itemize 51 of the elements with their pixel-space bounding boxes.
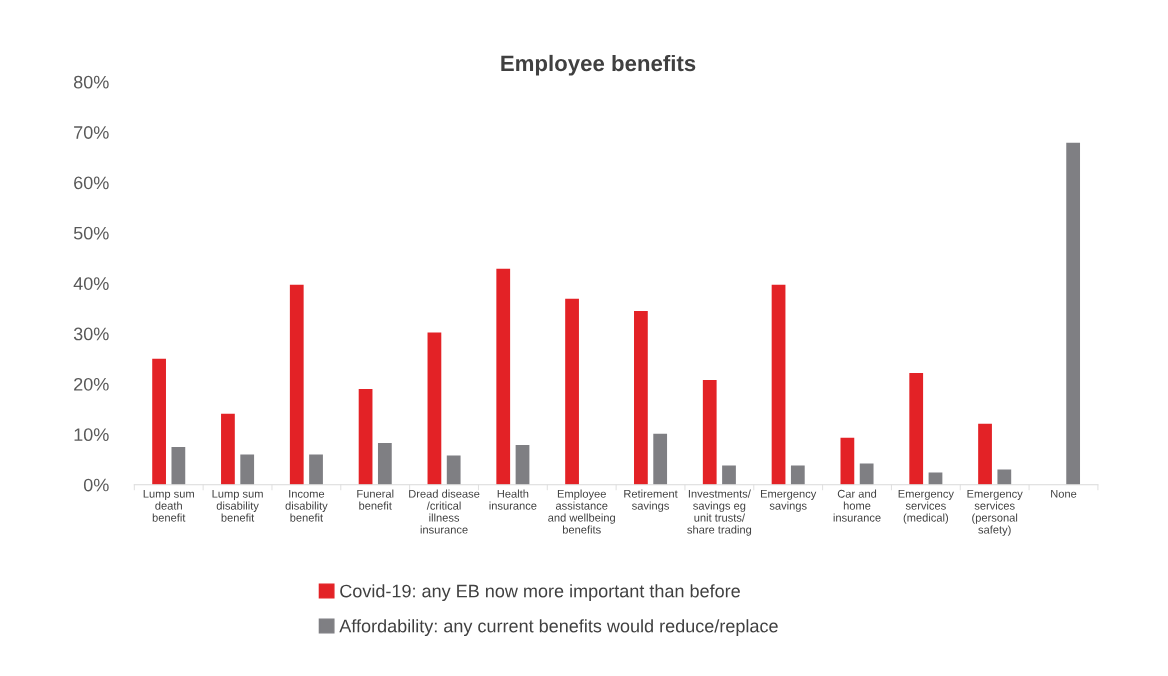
y-tick-label: 20% [74, 377, 109, 391]
bar [309, 454, 323, 485]
bar [702, 379, 717, 485]
bar [496, 268, 511, 485]
x-tick-label: None [1051, 489, 1077, 498]
x-tick-label: Income disability benefit [285, 489, 328, 522]
bar [221, 413, 235, 485]
y-tick-label: 30% [73, 327, 109, 341]
bar [634, 310, 648, 485]
x-tick-label: Investments/ savings eg unit trusts/ share trading [687, 489, 752, 536]
bar [171, 446, 186, 485]
y-tick-label: 60% [74, 176, 109, 190]
x-tick-label: Emergency services (medical) [898, 489, 954, 524]
bar [978, 423, 992, 485]
bar [427, 332, 442, 485]
bar [840, 437, 855, 485]
y-tick-label: 10% [74, 428, 109, 442]
bar [1066, 142, 1081, 485]
x-tick-label: Emergency services (personal safety) [967, 489, 1023, 536]
x-tick-label: Health insurance [489, 489, 537, 510]
bar [358, 389, 373, 485]
x-tick-label: Funeral benefit [357, 489, 394, 510]
bar [377, 442, 392, 485]
y-tick-label: 40% [73, 277, 109, 290]
x-tick-label: Employee assistance and wellbeing benefits [548, 489, 615, 534]
bar [653, 433, 668, 485]
y-tick-label: 0% [83, 478, 109, 492]
x-tick-label: Lump sum death benefit [143, 489, 194, 522]
legend-label: Affordability: any current benefits would reduce/replace [339, 619, 778, 636]
legend-label: Covid-19: any EB now more important than before [340, 584, 740, 602]
bar [152, 358, 166, 485]
y-tick-label: 70% [74, 126, 109, 139]
y-tick-label: 80% [73, 75, 109, 89]
y-tick-label: 50% [73, 226, 109, 240]
bar [515, 444, 530, 485]
x-tick-label: Retirement savings [624, 489, 678, 512]
x-tick-label: Dread disease /critical illness insurance [409, 489, 480, 534]
bar [771, 284, 786, 485]
x-tick-label: Lump sum disability benefit [212, 489, 263, 522]
bar [790, 465, 805, 485]
bar [859, 463, 874, 485]
bar [446, 455, 461, 485]
bar [909, 372, 924, 485]
bar [997, 469, 1012, 485]
bar [240, 454, 255, 485]
x-tick-label: Car and home insurance [833, 489, 881, 522]
chart-title: Employee benefits [501, 54, 696, 76]
bar [289, 284, 304, 485]
bar [565, 298, 579, 485]
bar [722, 465, 736, 485]
x-tick-label: Emergency savings [761, 489, 817, 512]
